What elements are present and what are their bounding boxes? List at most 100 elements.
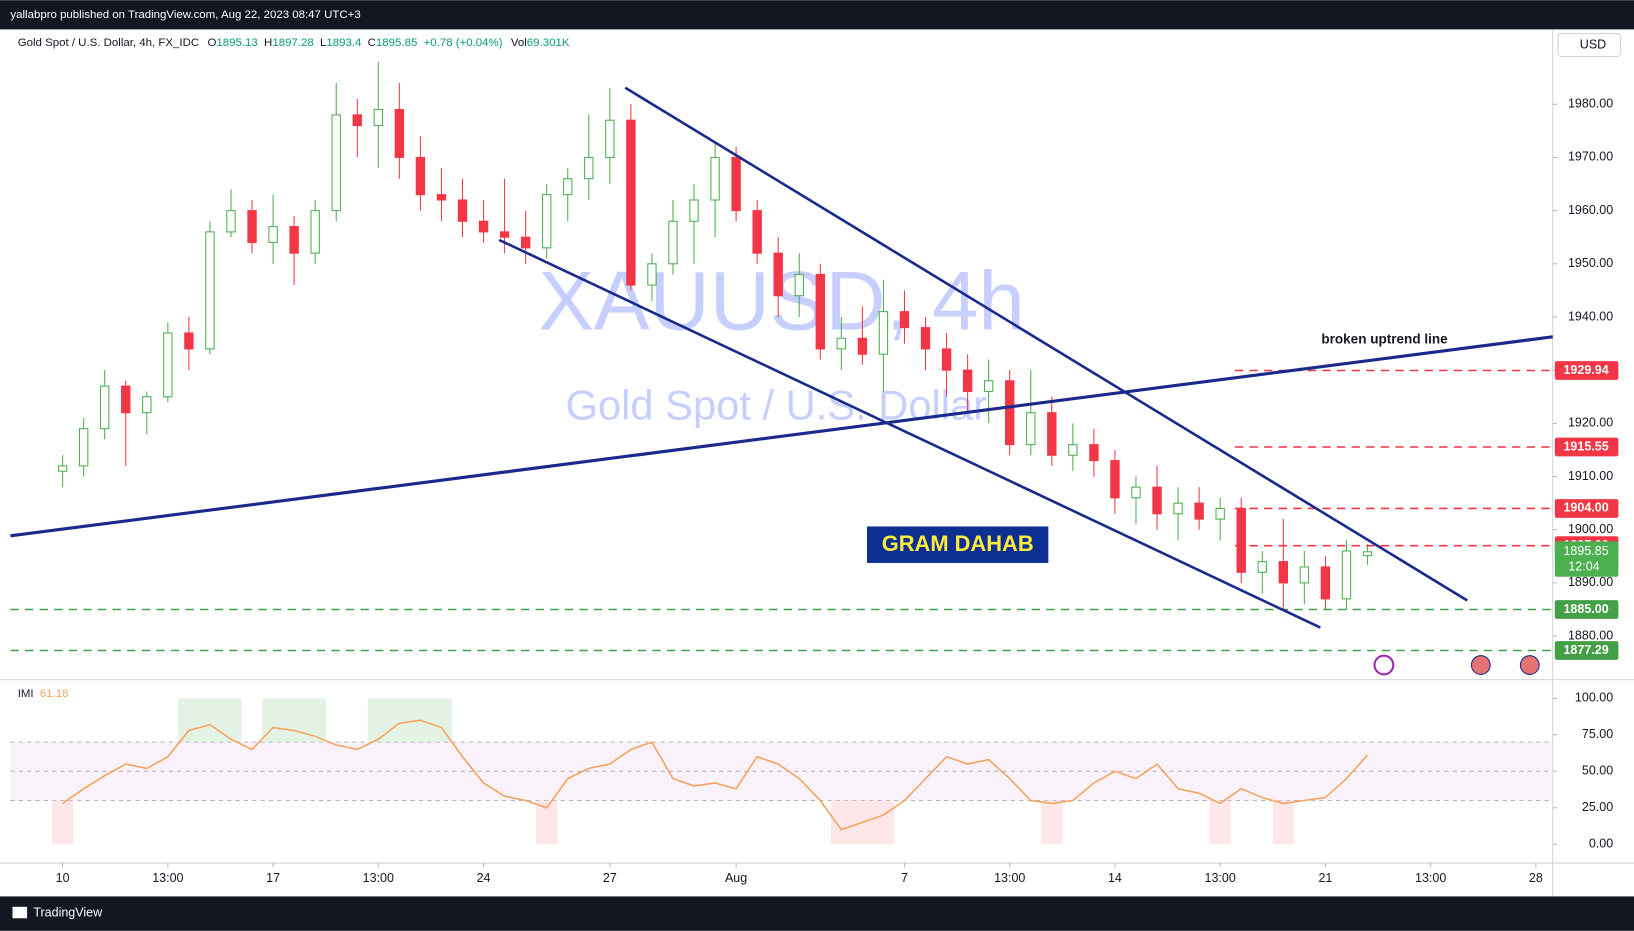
candle-body <box>268 226 278 244</box>
oversold-shade <box>1272 800 1294 845</box>
y-tick-label: 1920.00 <box>1568 416 1613 430</box>
price-label-box <box>1554 541 1619 577</box>
candle-body <box>752 210 762 254</box>
x-tick-label: 28 <box>1529 871 1543 885</box>
low: 1893.4 <box>326 37 362 49</box>
candle-body <box>941 348 952 371</box>
candle-body <box>1152 486 1162 515</box>
candle-body <box>668 220 678 265</box>
y-tick-label: 100.00 <box>1575 691 1613 705</box>
h-label: H <box>264 37 272 49</box>
overbought-shade <box>262 698 284 743</box>
flag-icon[interactable] <box>1519 655 1540 675</box>
candle-body <box>415 156 426 196</box>
candle-body <box>962 369 973 392</box>
candle-body <box>647 263 657 286</box>
candle-body <box>605 119 615 158</box>
candle-body <box>1341 550 1352 600</box>
indicator-value: 61.18 <box>40 688 69 700</box>
x-tick-label: 24 <box>477 871 491 885</box>
watermark-name: Gold Spot / U.S. Dollar <box>566 382 988 429</box>
level-label: 1929.94 <box>1563 363 1608 377</box>
o-label: O <box>207 37 216 49</box>
candle-body <box>310 210 320 254</box>
level-label-box <box>1554 600 1619 619</box>
badge-box <box>867 526 1049 563</box>
oversold-shade <box>1209 800 1231 845</box>
y-tick-label: 1960.00 <box>1568 203 1613 217</box>
candle-body <box>689 199 699 222</box>
badge: GRAM DAHAB <box>882 531 1034 556</box>
symbol: Gold Spot / U.S. Dollar, 4h, FX_IDC <box>18 37 199 49</box>
candle-body <box>563 178 573 196</box>
candle-body <box>142 396 152 414</box>
x-tick-label: Aug <box>725 871 747 885</box>
candle-body <box>478 220 489 233</box>
overbought-shade <box>283 698 305 743</box>
legend: Gold Spot / U.S. Dollar, 4h, FX_IDC O1895… <box>18 37 570 49</box>
countdown: 12:04 <box>1568 560 1599 574</box>
candle-body <box>731 156 741 212</box>
vol-label: Vol <box>511 37 527 49</box>
candle-body <box>983 380 994 392</box>
x-tick-label: 13:00 <box>994 871 1025 885</box>
x-tick-label: 14 <box>1108 871 1122 885</box>
candle-body <box>626 119 636 286</box>
candle-body <box>163 332 173 398</box>
y-tick-label: 75.00 <box>1582 727 1613 741</box>
candle-body <box>1005 380 1015 446</box>
candle-body <box>1362 551 1373 557</box>
x-tick-label: 10 <box>56 871 70 885</box>
candle-body <box>352 114 362 127</box>
candle-body <box>1110 460 1120 499</box>
x-tick-label: 13:00 <box>1415 871 1446 885</box>
event-icon[interactable] <box>1373 654 1395 676</box>
y-tick-label: 1890.00 <box>1568 575 1613 589</box>
oversold-shade <box>1041 800 1063 845</box>
channel-lower <box>498 238 1321 629</box>
level-label-box <box>1554 437 1619 457</box>
candle-body <box>773 252 783 297</box>
candle-body <box>520 236 531 249</box>
candle-body <box>499 231 510 238</box>
currency-button[interactable] <box>1557 33 1621 58</box>
level-label-box <box>1554 499 1619 518</box>
overbought-shade <box>178 698 200 743</box>
candle-body <box>1089 444 1099 462</box>
x-tick-label: 17 <box>266 871 280 885</box>
candle-body <box>1194 502 1204 520</box>
indicator-line <box>62 719 1369 831</box>
candle-body <box>920 327 931 350</box>
candle-body <box>1173 502 1183 515</box>
candle-body <box>205 231 215 350</box>
candle-body <box>289 226 299 254</box>
top-bar <box>0 0 1634 30</box>
x-tick-label: 7 <box>901 871 908 885</box>
candle-body <box>899 311 910 329</box>
candle-body <box>857 337 868 355</box>
level-label: 1915.55 <box>1563 439 1608 453</box>
level-label-box <box>1554 361 1619 380</box>
y-tick-label: 1950.00 <box>1568 256 1613 270</box>
open: 1895.13 <box>216 37 257 49</box>
candle-body <box>1047 412 1057 456</box>
candle-body <box>1278 561 1289 584</box>
flag-icon[interactable] <box>1470 655 1491 675</box>
candle-body <box>1068 444 1078 456</box>
candle-body <box>1026 412 1036 446</box>
y-tick-label: 50.00 <box>1582 764 1613 778</box>
candle-body <box>121 385 131 414</box>
indicator-legend: IMI 61.18 <box>18 688 69 700</box>
close: 1895.85 <box>376 37 417 49</box>
candle-body <box>878 311 889 355</box>
overbought-shade <box>220 698 242 743</box>
candle-body <box>1299 566 1310 584</box>
publisher: yallabpro published on TradingView.com, … <box>10 9 360 21</box>
currency: USD <box>1580 37 1606 51</box>
x-tick-label: 13:00 <box>152 871 183 885</box>
brand-logo <box>12 906 28 919</box>
level-label: 1904.00 <box>1563 501 1608 515</box>
candle-body <box>541 194 552 249</box>
